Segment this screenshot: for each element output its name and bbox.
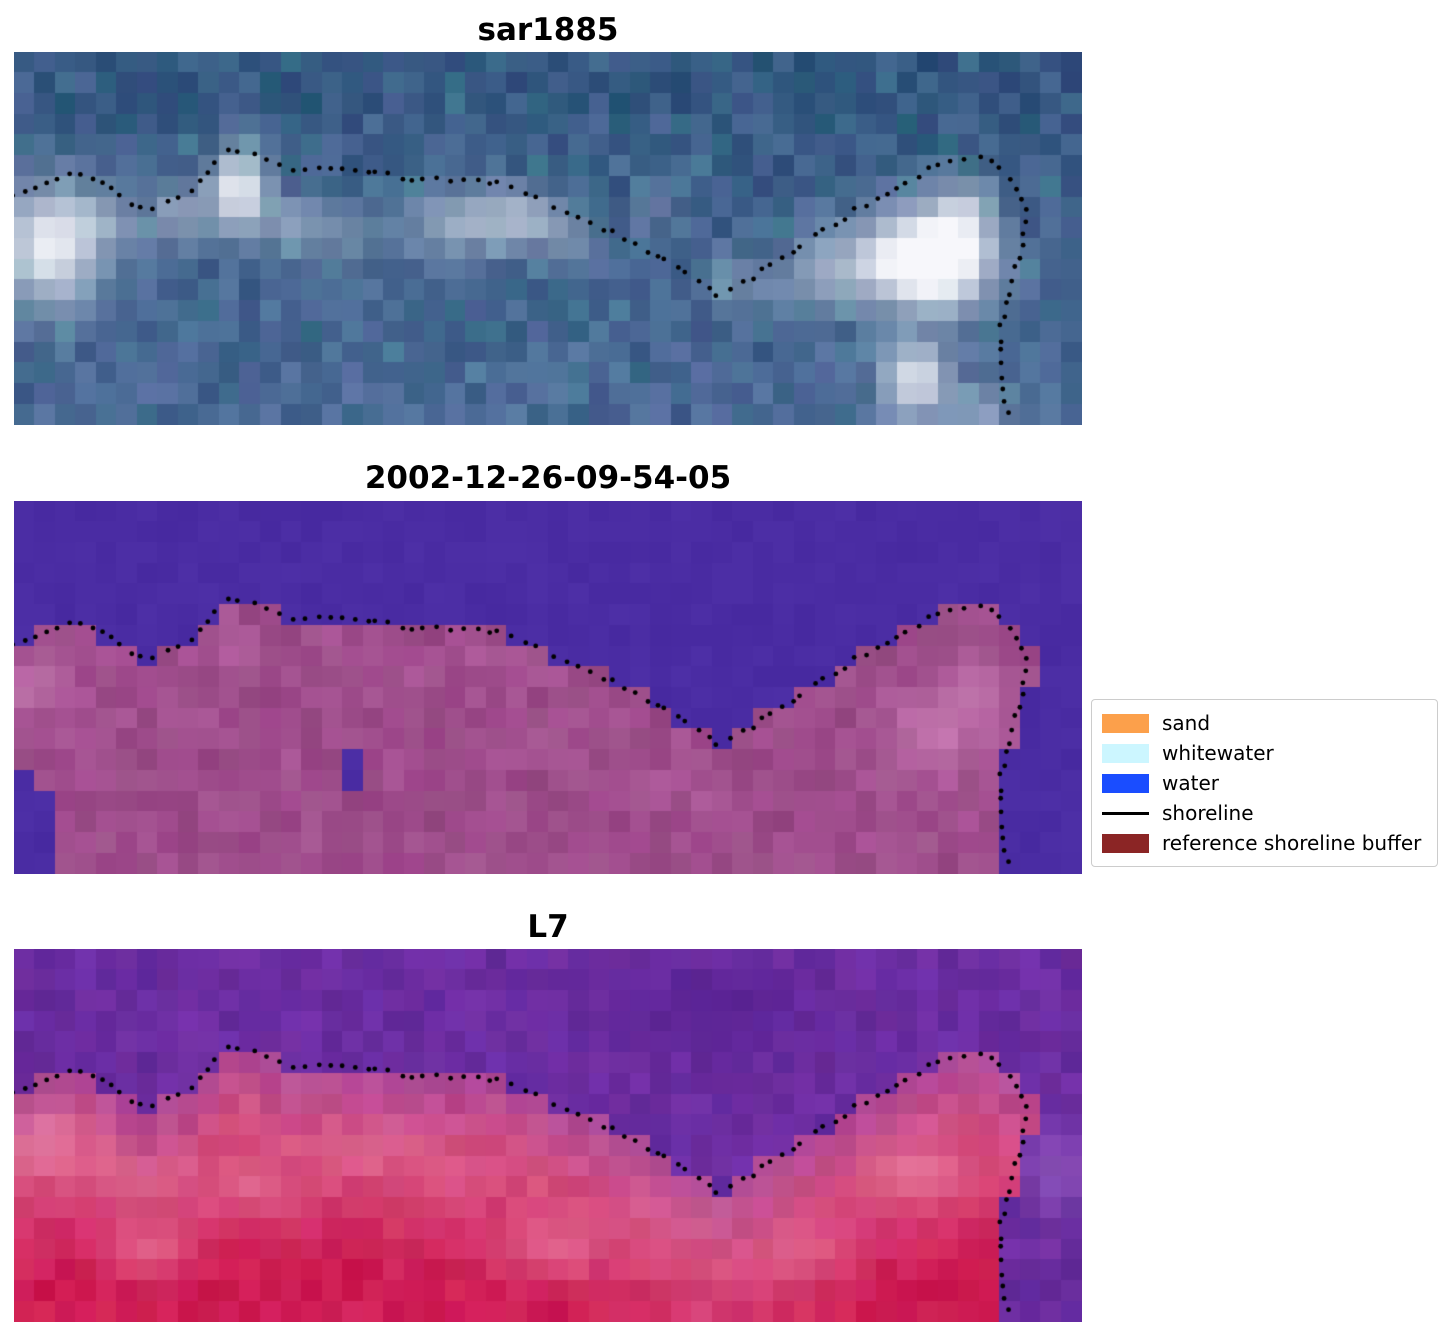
legend-label-reference-shoreline-buffer: reference shoreline buffer [1162,831,1422,855]
reference-shoreline-buffer-swatch [1102,833,1149,853]
classified-image [14,501,1082,874]
legend-item-shoreline: shoreline [1102,798,1427,828]
legend: sand whitewater water shoreline referenc… [1091,699,1438,867]
sar1885-satellite-image [14,52,1082,425]
legend-label-whitewater: whitewater [1162,741,1274,765]
legend-item-water: water [1102,768,1427,798]
panel-title-l7: L7 [527,909,569,945]
panel-title-date: 2002-12-26-09-54-05 [364,460,732,496]
panel-title-sar1885: sar1885 [477,12,619,48]
l7-satellite-image [14,949,1082,1322]
legend-item-whitewater: whitewater [1102,738,1427,768]
legend-item-sand: sand [1102,708,1427,738]
whitewater-color-swatch [1102,743,1149,763]
sand-color-swatch [1102,713,1149,733]
water-color-swatch [1102,773,1149,793]
legend-item-reference-shoreline-buffer: reference shoreline buffer [1102,828,1427,858]
shoreline-line-swatch [1102,811,1149,815]
legend-label-shoreline: shoreline [1162,801,1254,825]
legend-label-water: water [1162,771,1219,795]
legend-label-sand: sand [1162,711,1211,735]
